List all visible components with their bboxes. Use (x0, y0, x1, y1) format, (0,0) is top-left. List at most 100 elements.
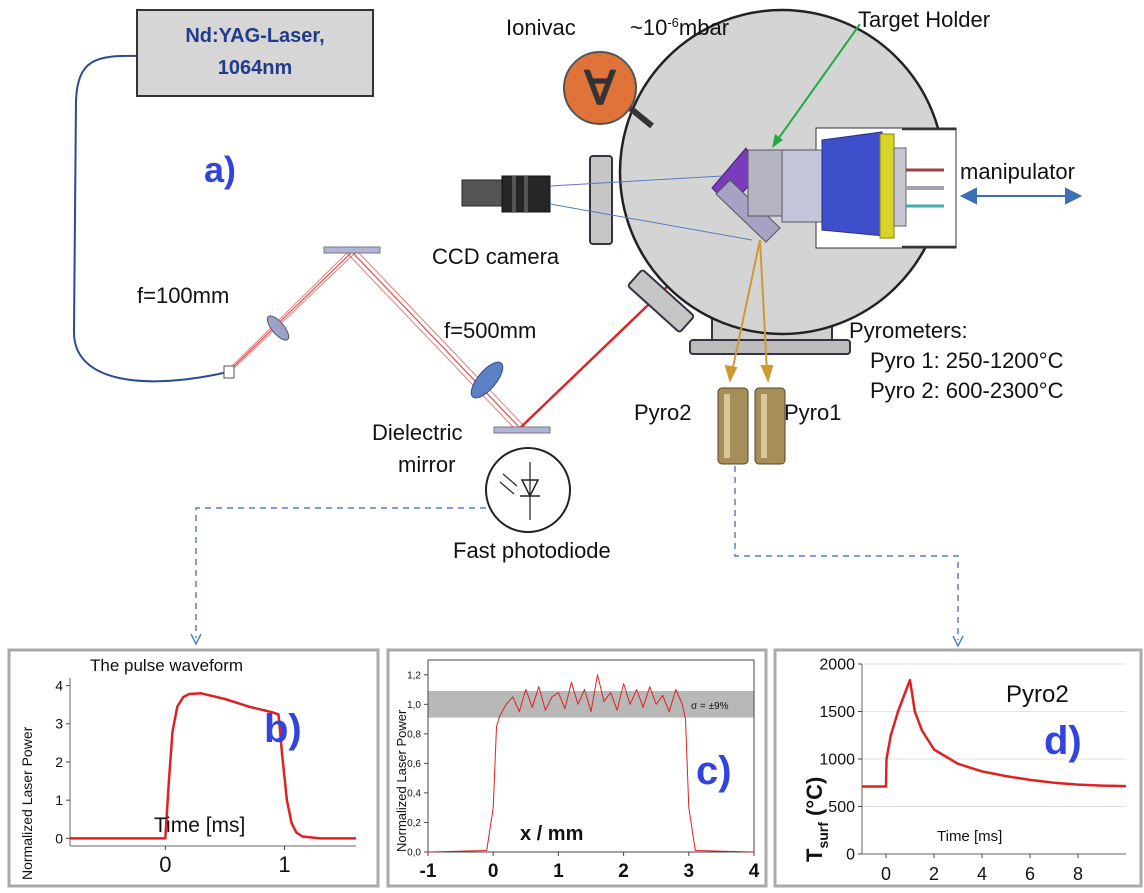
x-tick-label: 8 (1073, 864, 1083, 884)
laser-name: Nd:YAG-Laser, (185, 25, 324, 47)
label-pressure: ~10-6mbar (630, 15, 729, 40)
x-tick-label: 0 (881, 864, 891, 884)
pressure-unit: mbar (679, 15, 729, 40)
label-target-holder: Target Holder (858, 7, 990, 32)
label-mirror: mirror (398, 452, 455, 477)
y-tick-label: 3 (55, 716, 63, 732)
chart-b: 0 1 0 1 2 3 4 The pulse waveform Time [ms] Normal… (19, 656, 356, 880)
connector-pyro2-to-d (734, 466, 959, 640)
y-tick-label: 2000 (819, 657, 855, 674)
y-tick-label: 0,8 (407, 729, 421, 740)
chart-d-ylabel: Tsurf (°C) (802, 777, 831, 862)
top-mirror (323, 246, 381, 254)
label-pyro2: Pyro2 (634, 400, 691, 425)
chart-d: 0 2 4 6 8 0 500 1000 1500 2000 Pyro2 Time [ms] d) Tsu… (802, 657, 1127, 884)
y-tick-label: 0,2 (407, 818, 421, 829)
y-tick-label: 1500 (819, 704, 855, 721)
pyrometer-1-icon (754, 387, 786, 465)
y-tick-label: 0,4 (407, 788, 421, 799)
x-tick-label: -1 (420, 861, 437, 882)
plot-frame (427, 659, 755, 853)
y-tick-label: 0 (846, 847, 855, 864)
chart-b-ylabel: Normalized Laser Power (19, 726, 35, 880)
chart-d-title: Pyro2 (1006, 681, 1069, 708)
std-band (428, 691, 754, 718)
label-ionivac: Ionivac (506, 15, 576, 40)
panel-c-frame (386, 648, 768, 888)
chart-b-xlabel: Time [ms] (154, 814, 245, 837)
x-tick-label: 1 (278, 852, 290, 877)
x-tick-label: 0 (159, 852, 171, 877)
panel-a-label: a) (204, 149, 236, 190)
label-f500: f=500mm (444, 318, 536, 343)
y-tick-label: 0,6 (407, 759, 421, 770)
panel-b-frame (7, 648, 380, 888)
ccd-camera-icon (461, 175, 753, 241)
pressure-exponent: -6 (667, 15, 679, 30)
panel-c-label: c) (696, 749, 732, 793)
label-ccd: CCD camera (432, 244, 560, 269)
lens-f100 (266, 315, 290, 341)
laser-wavelength: 1064nm (218, 57, 293, 79)
pyrometer-view-arrows (724, 239, 774, 383)
label-pyro2-range: Pyro 2: 600-2300°C (870, 378, 1064, 403)
optical-fiber (72, 54, 229, 383)
series-line (70, 692, 356, 840)
label-f100: f=100mm (137, 283, 229, 308)
target-pointer-arrow (775, 23, 861, 143)
label-pyro1-range: Pyro 1: 250-1200°C (870, 348, 1064, 373)
y-tick-label: 1,0 (407, 700, 421, 711)
y-tick-label: 1 (55, 792, 63, 808)
y-tick-label: 1,2 (407, 670, 421, 681)
chart-b-title: The pulse waveform (90, 656, 243, 675)
series-line (862, 678, 1127, 788)
x-tick-label: 4 (749, 861, 760, 882)
ylabel-main: T (802, 848, 827, 862)
ionivac-symbol: ∀ (583, 62, 617, 114)
laser-beam (223, 233, 723, 429)
y-tick-label: 500 (828, 799, 855, 816)
y-tick-label: 2 (55, 754, 63, 770)
dielectric-mirror (493, 426, 551, 434)
x-tick-label: 0 (488, 861, 499, 882)
connector-d-head (952, 635, 964, 648)
x-tick-label: 6 (1025, 864, 1035, 884)
chart-c-xlabel: x / mm (520, 823, 583, 845)
y-tick-label: 0,0 (407, 848, 421, 859)
y-tick-label: 4 (55, 678, 63, 694)
pressure-base: ~10 (630, 15, 667, 40)
chart-c: -1 0 1 2 3 4 0,0 0,2 0,4 0,6 0,8 1,0 1,2 σ = ±9% x / m… (394, 659, 760, 882)
laser-source: Nd:YAG-Laser, 1064nm (136, 9, 374, 97)
chart-c-annotation: σ = ±9% (691, 701, 729, 712)
label-photodiode: Fast photodiode (453, 538, 611, 563)
panel-d-frame (773, 648, 1143, 888)
chart-c-ylabel: Normalized Laser Power (394, 709, 409, 852)
chart-d-xlabel: Time [ms] (937, 828, 1002, 845)
x-tick-label: 2 (929, 864, 939, 884)
panel-b-label: b) (264, 707, 302, 751)
ylabel-unit: (°C) (802, 777, 827, 822)
x-tick-label: 2 (618, 861, 629, 882)
lens-f500 (470, 361, 504, 399)
panel-d-label: d) (1044, 719, 1082, 763)
label-pyro1: Pyro1 (784, 400, 841, 425)
y-tick-label: 1000 (819, 752, 855, 769)
target-pointer-head (772, 134, 783, 148)
x-tick-label: 1 (553, 861, 564, 882)
photodiode-icon (485, 447, 571, 533)
manipulator-arrow-icon (959, 187, 1083, 205)
series-line (427, 674, 755, 853)
x-tick-label: 4 (977, 864, 987, 884)
connector-b-head (190, 633, 202, 646)
ionivac-gauge-icon: ∀ (563, 51, 654, 129)
ylabel-sub: surf (815, 822, 831, 849)
fiber-end (223, 365, 235, 379)
pyrometer-2-icon (717, 387, 749, 465)
label-dielectric: Dielectric (372, 420, 462, 445)
label-manipulator: manipulator (960, 159, 1075, 184)
target-holder (711, 131, 944, 243)
x-tick-label: 3 (684, 861, 695, 882)
y-tick-label: 0 (55, 830, 63, 846)
label-pyrometers: Pyrometers: (849, 318, 968, 343)
